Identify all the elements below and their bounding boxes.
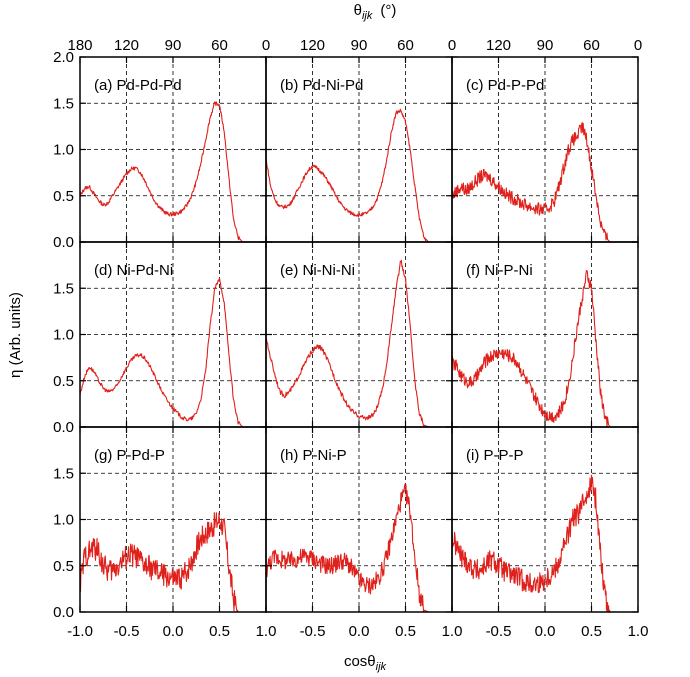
x-tick-label: 0.5: [209, 623, 230, 640]
x-tick-label: 0.0: [163, 623, 184, 640]
x-tick-label: 0.5: [395, 623, 416, 640]
panel-label: (a) Pd-Pd-Pd: [94, 77, 182, 94]
y-tick-label: 1.0: [53, 142, 74, 159]
top-tick-label: 90: [165, 37, 182, 54]
y-tick-label: 0.5: [53, 558, 74, 575]
y-tick-label: 1.0: [53, 512, 74, 529]
y-tick-label: 0.5: [53, 373, 74, 390]
series-line: [265, 108, 453, 243]
top-tick-label: 180: [67, 37, 92, 54]
series-line: [79, 512, 267, 613]
x-tick-label: -1.0: [67, 623, 93, 640]
panel-label: (d) Ni-Pd-Ni: [94, 262, 173, 279]
x-tick-label: 0.0: [535, 623, 556, 640]
series-line: [79, 277, 267, 428]
y-tick-label: 0.0: [53, 604, 74, 621]
top-tick-label: 60: [397, 37, 414, 54]
top-tick-label: 0: [262, 37, 270, 54]
grid-layer: [80, 57, 638, 612]
panel-label: (e) Ni-Ni-Ni: [280, 262, 355, 279]
y-tick-label: 0.0: [53, 419, 74, 436]
top-tick-label: 90: [351, 37, 368, 54]
x-tick-label: 0.5: [581, 623, 602, 640]
top-tick-label: 0: [448, 37, 456, 54]
y-tick-label: 0.5: [53, 188, 74, 205]
panel-label: (h) P-Ni-P: [280, 447, 347, 464]
series-line: [451, 122, 639, 243]
frame-layer: [79, 56, 639, 613]
y-tick-label: 1.5: [53, 280, 74, 297]
y-axis-title: η (Arb. units): [7, 292, 24, 378]
panel-label: (b) Pd-Ni-Pd: [280, 77, 363, 94]
x-tick-label: -0.5: [300, 623, 326, 640]
top-tick-label: 120: [486, 37, 511, 54]
series-line: [79, 101, 267, 243]
top-tick-label: 90: [537, 37, 554, 54]
y-tick-label: 2.0: [53, 49, 74, 66]
x-tick-label: -0.5: [114, 623, 140, 640]
x-tick-label: 0.0: [349, 623, 370, 640]
y-tick-label: 1.5: [53, 95, 74, 112]
x-tick-label: 1.0: [256, 623, 277, 640]
y-tick-label: 1.0: [53, 327, 74, 344]
top-tick-label: 120: [300, 37, 325, 54]
series-line: [265, 259, 453, 428]
top-tick-label: 60: [211, 37, 228, 54]
x-tick-label: 1.0: [628, 623, 649, 640]
x-axis-title: cosθijk: [344, 653, 387, 673]
top-tick-label: 0: [634, 37, 642, 54]
top-axis-title: θijk (°): [354, 2, 397, 22]
x-tick-label: -0.5: [486, 623, 512, 640]
panel-label: (i) P-P-P: [466, 447, 524, 464]
panel-label: (g) P-Pd-P: [94, 447, 165, 464]
y-tick-label: 1.5: [53, 465, 74, 482]
y-tick-label: 0.0: [53, 234, 74, 251]
panel-label: (c) Pd-P-Pd: [466, 77, 544, 94]
series-line: [265, 483, 453, 613]
series-line: [451, 474, 639, 613]
panel-label: (f) Ni-P-Ni: [466, 262, 533, 279]
top-tick-label: 120: [114, 37, 139, 54]
top-tick-label: 60: [583, 37, 600, 54]
x-tick-label: 1.0: [442, 623, 463, 640]
